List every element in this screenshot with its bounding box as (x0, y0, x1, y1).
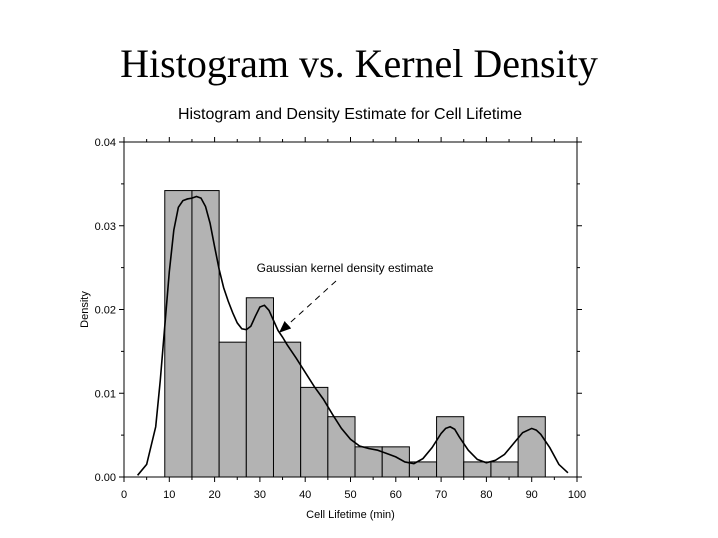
x-tick-label: 30 (254, 489, 266, 501)
histogram-bar (517, 416, 546, 478)
x-tick-label: 10 (163, 489, 175, 501)
x-tick-label: 0 (121, 489, 127, 501)
y-tick-label: 0.04 (95, 137, 116, 149)
chart-title: Histogram and Density Estimate for Cell … (177, 106, 523, 123)
x-tick-label: 80 (480, 489, 492, 501)
x-tick-label: 50 (344, 489, 356, 501)
y-tick-label: 0.02 (95, 305, 116, 317)
axis-ticks: 0 10 20 30 40 50 60 70 80 90 100 0.00 0.01 0.02 0.03 0.… (95, 137, 586, 501)
histogram-bar (300, 386, 329, 478)
x-tick-label: 70 (435, 489, 447, 501)
x-tick-label: 100 (568, 489, 586, 501)
histogram-bars (164, 190, 546, 478)
y-tick-label: 0.00 (95, 472, 116, 484)
histogram-bar (245, 297, 274, 478)
annotation-text: Gaussian kernel density estimate (257, 261, 434, 275)
histogram-bar (436, 416, 465, 478)
y-tick-label: 0.01 (95, 388, 116, 400)
histogram-bar (490, 461, 519, 478)
x-axis-label: Cell Lifetime (min) (306, 509, 395, 521)
histogram-bar (218, 341, 247, 478)
x-tick-label: 90 (526, 489, 538, 501)
annotation-arrow (279, 280, 337, 333)
histogram-bar (327, 416, 356, 478)
histogram-bar (463, 461, 492, 478)
y-axis-label: Density (79, 291, 91, 328)
x-tick-label: 20 (208, 489, 220, 501)
slide-title: Histogram vs. Kernel Density (120, 41, 598, 86)
histogram-bar (191, 190, 220, 478)
histogram-bar (164, 190, 193, 478)
x-tick-label: 60 (390, 489, 402, 501)
y-tick-label: 0.03 (95, 221, 116, 233)
density-curve (136, 195, 569, 476)
histogram-bar (272, 341, 302, 478)
histogram-bar (354, 446, 383, 478)
x-tick-label: 40 (299, 489, 311, 501)
